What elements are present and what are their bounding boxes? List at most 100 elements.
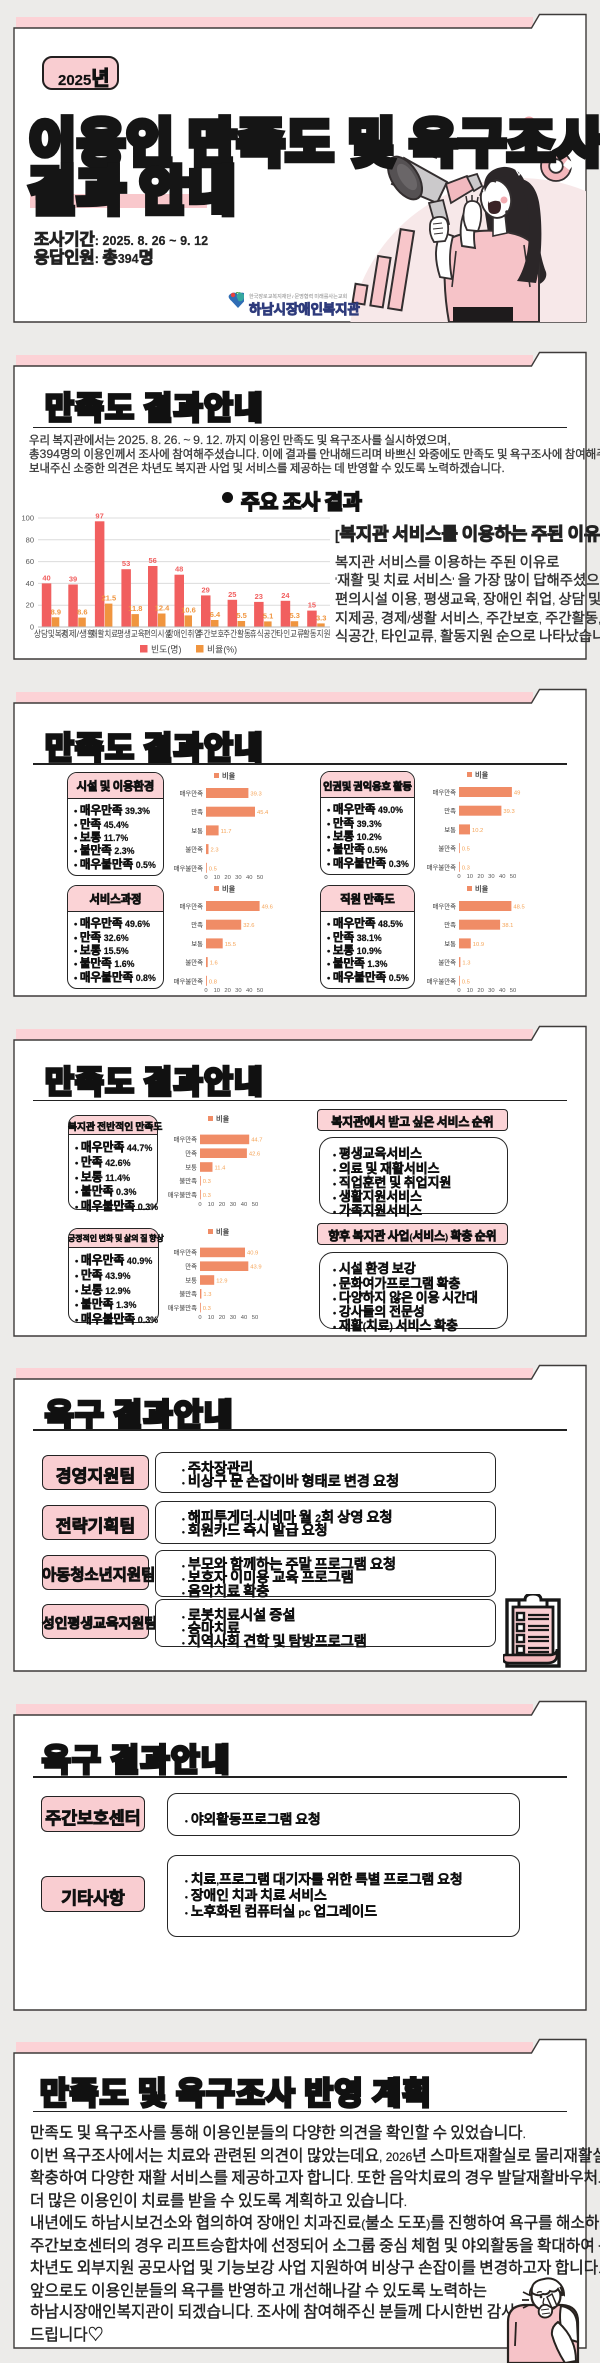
svg-text:10: 10 bbox=[208, 1315, 214, 1321]
svg-text:50: 50 bbox=[257, 875, 263, 881]
svg-text:40: 40 bbox=[241, 1202, 247, 1208]
svg-text:0.3: 0.3 bbox=[203, 1306, 211, 1312]
svg-text:매우만족: 매우만족 bbox=[173, 1135, 197, 1144]
svg-text:12.4: 12.4 bbox=[155, 604, 170, 613]
svg-text:1.3: 1.3 bbox=[203, 1292, 211, 1298]
svg-text:40: 40 bbox=[241, 1315, 247, 1321]
svg-text:20: 20 bbox=[219, 1202, 225, 1208]
svg-text:40: 40 bbox=[499, 874, 505, 880]
svg-text:30: 30 bbox=[488, 988, 494, 994]
svg-text:15.5: 15.5 bbox=[225, 942, 236, 948]
svg-text:43.9: 43.9 bbox=[250, 1265, 261, 1271]
svg-text:매우불만족: 매우불만족 bbox=[168, 1190, 198, 1199]
svg-text:매우불만족: 매우불만족 bbox=[174, 976, 204, 985]
svg-text:10: 10 bbox=[214, 988, 220, 994]
svg-text:40: 40 bbox=[246, 988, 252, 994]
svg-text:20: 20 bbox=[224, 875, 230, 881]
svg-text:경제/생활: 경제/생활 bbox=[61, 628, 96, 639]
svg-text:불만족: 불만족 bbox=[179, 1176, 197, 1185]
svg-text:10: 10 bbox=[467, 874, 473, 880]
svg-text:0: 0 bbox=[204, 988, 207, 994]
svg-text:보통: 보통 bbox=[444, 826, 456, 834]
svg-text:39: 39 bbox=[69, 575, 77, 584]
svg-text:비율: 비율 bbox=[222, 885, 236, 894]
svg-text:0: 0 bbox=[198, 1202, 201, 1208]
svg-text:0: 0 bbox=[457, 988, 460, 994]
svg-text:21.5: 21.5 bbox=[102, 594, 117, 603]
svg-text:불만족: 불만족 bbox=[185, 958, 203, 967]
svg-text:40: 40 bbox=[42, 573, 50, 582]
svg-text:40: 40 bbox=[246, 875, 252, 881]
svg-text:10: 10 bbox=[208, 1202, 214, 1208]
svg-text:40.9: 40.9 bbox=[247, 1251, 258, 1257]
svg-text:재활치료: 재활치료 bbox=[91, 628, 119, 639]
svg-text:0: 0 bbox=[204, 875, 207, 881]
svg-text:편의시설: 편의시설 bbox=[144, 628, 172, 639]
svg-text:매우만족: 매우만족 bbox=[432, 788, 456, 797]
svg-text:매우불만족: 매우불만족 bbox=[427, 862, 457, 871]
svg-text:20: 20 bbox=[26, 601, 34, 610]
svg-text:11.4: 11.4 bbox=[215, 1165, 227, 1171]
svg-text:5.3: 5.3 bbox=[289, 611, 299, 620]
svg-text:타인교류: 타인교류 bbox=[276, 629, 304, 639]
svg-text:비율: 비율 bbox=[216, 1228, 230, 1237]
svg-text:80: 80 bbox=[26, 535, 34, 544]
svg-text:45.4: 45.4 bbox=[257, 810, 269, 816]
svg-text:보통: 보통 bbox=[185, 1163, 197, 1171]
svg-text:30: 30 bbox=[230, 1315, 236, 1321]
svg-text:40: 40 bbox=[499, 988, 505, 994]
svg-text:휴식공간: 휴식공간 bbox=[250, 629, 278, 639]
svg-text:보통: 보통 bbox=[444, 940, 456, 948]
svg-text:11.7: 11.7 bbox=[221, 829, 232, 835]
svg-text:2.3: 2.3 bbox=[211, 848, 219, 854]
svg-text:49.6: 49.6 bbox=[262, 905, 273, 911]
svg-text:56: 56 bbox=[149, 556, 157, 565]
svg-text:주간활동: 주간활동 bbox=[223, 628, 251, 639]
svg-text:매우불만족: 매우불만족 bbox=[427, 976, 457, 985]
svg-text:불만족: 불만족 bbox=[185, 845, 203, 854]
svg-text:10: 10 bbox=[467, 988, 473, 994]
svg-text:10.9: 10.9 bbox=[473, 942, 484, 948]
svg-text:48.5: 48.5 bbox=[513, 905, 524, 911]
svg-text:50: 50 bbox=[510, 874, 516, 880]
svg-text:0: 0 bbox=[457, 874, 460, 880]
svg-text:5.1: 5.1 bbox=[263, 611, 273, 620]
svg-text:23: 23 bbox=[255, 592, 263, 601]
svg-text:10.2: 10.2 bbox=[472, 828, 483, 834]
svg-text:장애인취업: 장애인취업 bbox=[167, 629, 202, 639]
svg-text:만족: 만족 bbox=[191, 920, 203, 929]
svg-text:빈도(명): 빈도(명) bbox=[151, 645, 181, 655]
svg-text:39.3: 39.3 bbox=[503, 809, 514, 815]
svg-text:매우만족: 매우만족 bbox=[432, 902, 456, 911]
svg-text:만족: 만족 bbox=[185, 1262, 197, 1271]
svg-text:비율: 비율 bbox=[475, 885, 489, 894]
svg-text:40: 40 bbox=[26, 579, 34, 588]
svg-text:불만족: 불만족 bbox=[438, 958, 456, 967]
svg-text:0.5: 0.5 bbox=[209, 866, 217, 872]
svg-text:50: 50 bbox=[252, 1202, 258, 1208]
svg-text:15: 15 bbox=[308, 601, 316, 610]
svg-text:매우만족: 매우만족 bbox=[179, 902, 203, 911]
svg-text:보통: 보통 bbox=[185, 1276, 197, 1284]
svg-text:50: 50 bbox=[252, 1315, 258, 1321]
svg-text:만족: 만족 bbox=[185, 1149, 197, 1158]
svg-text:50: 50 bbox=[510, 988, 516, 994]
svg-text:활동지원: 활동지원 bbox=[303, 628, 331, 639]
svg-text:20: 20 bbox=[224, 988, 230, 994]
svg-text:매우만족: 매우만족 bbox=[173, 1248, 197, 1257]
svg-text:30: 30 bbox=[488, 874, 494, 880]
svg-text:불만족: 불만족 bbox=[179, 1289, 197, 1298]
svg-text:24: 24 bbox=[281, 591, 290, 600]
svg-text:0.5: 0.5 bbox=[462, 979, 470, 985]
svg-text:42.6: 42.6 bbox=[249, 1152, 260, 1158]
svg-text:비율: 비율 bbox=[222, 772, 236, 781]
svg-text:12.9: 12.9 bbox=[216, 1278, 227, 1284]
svg-text:8.6: 8.6 bbox=[77, 608, 87, 617]
svg-text:10.6: 10.6 bbox=[181, 605, 196, 614]
svg-text:상담및복지: 상담및복지 bbox=[34, 628, 69, 639]
svg-text:보통: 보통 bbox=[191, 940, 203, 948]
svg-text:0.3: 0.3 bbox=[203, 1179, 211, 1185]
svg-text:49: 49 bbox=[514, 791, 520, 797]
svg-text:60: 60 bbox=[26, 557, 34, 566]
svg-text:38.1: 38.1 bbox=[502, 923, 513, 929]
